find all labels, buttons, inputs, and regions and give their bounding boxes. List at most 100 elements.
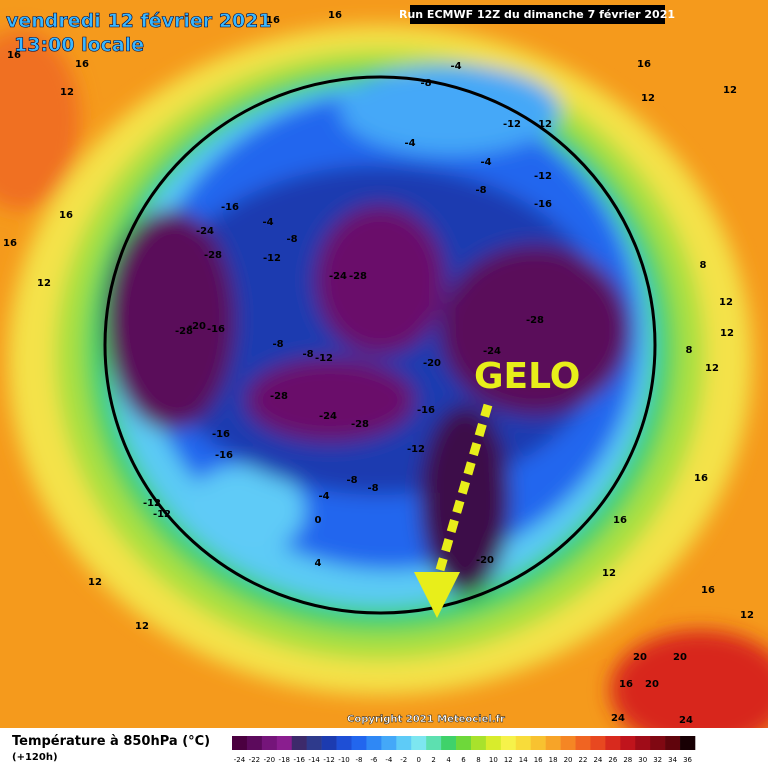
contour-label: 16	[701, 585, 715, 596]
contour-label: -28	[349, 271, 367, 282]
colorbar-tick-label: 10	[489, 756, 498, 764]
arrow-head	[414, 572, 460, 618]
arrow-shaft	[435, 403, 493, 572]
contour-label: -16	[534, 199, 552, 210]
colorbar: -24 -22 -20 -18 -16 -14 -12 -10 -8 -6 -4 -2 0 2 4 6 8 10 1…	[232, 736, 696, 764]
color-swatch	[232, 736, 248, 750]
colorbar-tick-label: 4	[446, 756, 451, 764]
color-swatch	[291, 736, 307, 750]
color-swatch	[605, 736, 621, 750]
contour-label: 20	[633, 652, 647, 663]
colorbar-tick-label: 8	[476, 756, 480, 764]
contour-label: 12	[723, 85, 737, 96]
color-swatch	[590, 736, 606, 750]
contour-label: -24	[483, 346, 501, 357]
colorbar-tick-label: -16	[293, 756, 305, 764]
contour-label: 12	[740, 610, 754, 621]
contour-label: -4	[318, 491, 329, 502]
contour-label: 12	[705, 363, 719, 374]
date-title: vendredi 12 février 2021	[6, 10, 272, 32]
contour-label: -16	[207, 324, 225, 335]
colorbar-tick-label: 2	[431, 756, 435, 764]
contour-label: 8	[700, 260, 707, 271]
contour-label: -12	[534, 171, 552, 182]
color-swatch	[545, 736, 561, 750]
contour-label: 0	[315, 515, 322, 526]
contour-label: 20	[645, 679, 659, 690]
colorbar-tick-label: 26	[608, 756, 617, 764]
contour-label: 12	[720, 328, 734, 339]
contour-label: 16	[3, 238, 17, 249]
colorbar-tick-label: -4	[385, 756, 393, 764]
color-swatch	[485, 736, 502, 750]
zero-isotherm	[103, 75, 657, 615]
colorbar-tick-label: -24	[234, 756, 246, 764]
contour-label: 20	[673, 652, 687, 663]
colorbar-tick-label: -6	[370, 756, 378, 764]
color-swatch	[246, 736, 263, 750]
colorbar-tick-label: 12	[504, 756, 513, 764]
contour-label: -12	[503, 119, 521, 130]
colorbar-tick-label: 0	[416, 756, 420, 764]
contour-label: 12	[719, 297, 733, 308]
colorbar-tick-label: 34	[668, 756, 677, 764]
color-swatch	[276, 736, 293, 750]
colorbar-tick-label: 36	[683, 756, 692, 764]
contour-label: -4	[404, 138, 415, 149]
contour-label: -16	[215, 450, 233, 461]
contour-label: -28	[526, 315, 544, 326]
colorbar-tick-label: 24	[593, 756, 602, 764]
color-swatch	[680, 736, 696, 750]
contour-label: -8	[475, 185, 486, 196]
colorbar-tick-label: -20	[264, 756, 275, 764]
contour-label: -28	[270, 391, 288, 402]
contour-label: -16	[221, 202, 239, 213]
color-swatch	[665, 736, 681, 750]
contour-label: -8	[420, 78, 431, 89]
color-swatch	[441, 736, 457, 750]
contour-label: -12	[143, 498, 161, 509]
contour-label: 16	[328, 10, 342, 21]
contour-label: -12	[534, 119, 552, 130]
contour-label: -12	[263, 253, 281, 264]
colorbar-tick-label: -8	[355, 756, 362, 764]
color-swatch	[500, 736, 517, 750]
contour-label: 16	[7, 50, 21, 61]
contour-label: 8	[686, 345, 693, 356]
colorbar-tick-label: 14	[519, 756, 528, 764]
color-swatch	[396, 736, 412, 750]
color-swatch	[366, 736, 382, 750]
contour-label: 16	[59, 210, 73, 221]
contour-label: -4	[450, 61, 461, 72]
contour-label: 12	[135, 621, 149, 632]
contour-label: 16	[266, 15, 280, 26]
colorbar-tick-label: -12	[323, 756, 334, 764]
contour-label: -20	[423, 358, 441, 369]
colorbar-tick-label: 6	[461, 756, 466, 764]
contour-label: -8	[346, 475, 357, 486]
copyright: Copyright 2021 Meteociel.fr	[347, 714, 505, 725]
contour-label: -4	[480, 157, 491, 168]
time-title: 13:00 locale	[14, 34, 144, 56]
contour-label: -24	[329, 271, 347, 282]
color-swatch	[456, 736, 472, 750]
color-swatch	[381, 736, 397, 750]
temperature-field	[0, 25, 768, 750]
colorbar-tick-label: 18	[549, 756, 558, 764]
contour-label: 12	[37, 278, 51, 289]
legend-title: Température à 850hPa (°C)	[12, 734, 210, 749]
contour-label: -24	[196, 226, 214, 237]
contour-label: -8	[367, 483, 378, 494]
color-swatch	[560, 736, 576, 750]
contour-label: -20	[476, 555, 494, 566]
contour-label: -12	[315, 353, 333, 364]
contour-label: -28	[204, 250, 222, 261]
contour-label: -16	[417, 405, 435, 416]
colorbar-tick-label: -10	[338, 756, 349, 764]
color-swatch	[336, 736, 352, 750]
colorbar-tick-label: 32	[653, 756, 662, 764]
contour-label: 16	[619, 679, 633, 690]
color-swatch	[470, 736, 487, 750]
